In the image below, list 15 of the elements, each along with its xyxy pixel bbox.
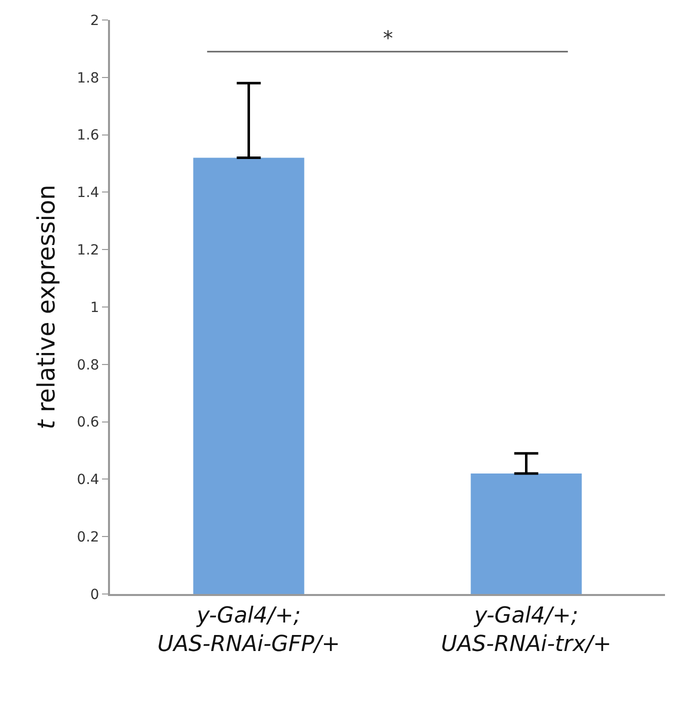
x-tick-label: y-Gal4/+; UAS-RNAi-GFP/+	[157, 603, 340, 657]
x-tick-label: y-Gal4/+; UAS-RNAi-trx/+	[441, 603, 612, 657]
y-axis-title: t relative expression	[32, 184, 61, 430]
y-tick-label: 0.4	[76, 472, 100, 488]
y-tick-label: 1	[90, 300, 100, 316]
y-tick-label: 1.6	[76, 128, 100, 144]
y-tick-label: 0.6	[76, 414, 100, 431]
annotation: *	[383, 26, 393, 50]
y-tick-label: 0.2	[76, 530, 100, 546]
y-tick-label: 2	[90, 12, 100, 29]
y-tick-label: 1.4	[76, 185, 100, 202]
y-tick-label: 0.8	[76, 357, 100, 374]
y-tick-label: 1.8	[76, 70, 100, 86]
y-tick-label: 0	[90, 586, 100, 603]
y-tick-label: 1.2	[76, 242, 100, 258]
